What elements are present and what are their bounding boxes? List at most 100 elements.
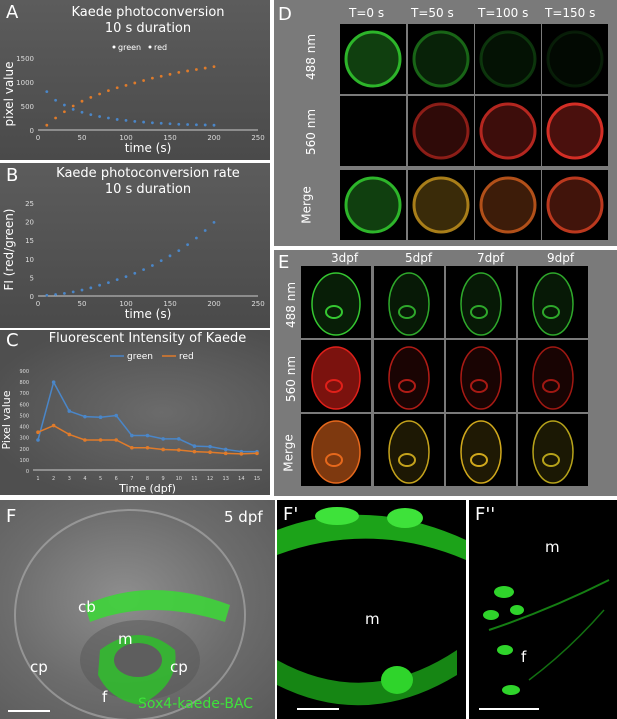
svgA-xtick-3: 150 [163, 134, 176, 142]
d-col-header-2: T=100 s [478, 6, 529, 20]
svgC-ytick-2: 200 [19, 447, 29, 453]
svgA-title-line-0: Kaede photoconversion [71, 5, 224, 20]
svgB-xtick-2: 100 [119, 300, 132, 308]
svgC-point-s1-12 [223, 451, 228, 456]
d-image-r0-c2 [475, 24, 541, 94]
svgC-xtick-14: 15 [254, 476, 260, 482]
svgA-point-s0-3 [71, 107, 75, 111]
svgB-point-s0-0 [45, 293, 49, 297]
svgA-point-s0-11 [142, 120, 146, 124]
panel-letter-f: F [6, 506, 17, 527]
svgA-legend-red: red [154, 43, 167, 52]
e-image-r1-c0 [301, 340, 371, 412]
svgA-point-s1-19 [212, 65, 216, 69]
svgC-xtick-5: 6 [115, 476, 118, 482]
svgC-point-s1-11 [208, 450, 212, 455]
svgB-xtick-5: 250 [251, 300, 264, 308]
panel-c: Fluorescent Intensity of Kaede 0 100 200 300… [0, 330, 270, 495]
panel-a: Kaede photoconversion 10 s duration 0 500 10… [0, 0, 270, 160]
svgA-point-s1-6 [98, 92, 101, 96]
svgA-point-s0-4 [80, 110, 84, 114]
svgC-xlabel: Time (dpf) [118, 482, 176, 495]
svgC-point-s1-13 [239, 452, 244, 456]
svgA-point-s1-9 [124, 83, 128, 87]
svgB-point-s0-1 [54, 293, 57, 296]
svgC-point-s1-10 [192, 449, 197, 454]
svgC-ylabel: Pixel value [0, 390, 13, 449]
e-image-r0-c3 [518, 266, 588, 338]
svgA-ytick-0: 0 [30, 127, 34, 135]
svgA-point-s1-18 [203, 66, 207, 70]
panel-letter-f2: F'' [475, 504, 496, 525]
f2-label-f: f [521, 648, 527, 666]
svgA-point-s1-15 [177, 71, 181, 74]
svgC-point-s1-14 [255, 451, 259, 456]
e-image-r0-c2 [446, 266, 516, 338]
svgC-point-s0-12 [223, 447, 228, 452]
svgA-ytick-2: 1000 [16, 79, 34, 87]
e-image-r0-c0 [301, 266, 371, 338]
e-image-r0-c1 [374, 266, 444, 338]
d-image-r2-c1 [408, 170, 474, 240]
svgC-point-s0-1 [51, 380, 56, 385]
svgA-ylabel: pixel value [2, 62, 16, 127]
svgC-point-s0-4 [98, 415, 103, 420]
svgB-point-s0-4 [80, 288, 84, 292]
panel-f: F 5 dpf cb m cp cp f Sox4-kaede-BAC [0, 500, 275, 719]
svgB-point-s0-15 [177, 249, 181, 253]
svgA-point-s0-18 [203, 123, 207, 127]
svgA-point-s0-19 [212, 123, 216, 127]
svgB-point-s0-10 [133, 271, 137, 275]
svgA-point-s0-8 [115, 118, 119, 121]
f-label-m: m [118, 630, 133, 648]
d-image-r1-c1 [408, 96, 474, 166]
svgC-point-s0-11 [208, 444, 212, 449]
svgC-point-s1-6 [130, 445, 134, 450]
svgA-point-s0-13 [159, 121, 163, 125]
svgA-point-s1-5 [89, 95, 93, 99]
svgB-point-s0-2 [63, 291, 66, 295]
svgA-point-s0-2 [63, 103, 66, 107]
svgC-legend-red: red [179, 352, 194, 362]
d-col-header-3: T=150 s [545, 6, 596, 20]
svgC-xtick-11: 12 [207, 476, 213, 482]
svgC-ytick-5: 500 [19, 413, 29, 419]
d-image-r0-c1 [408, 24, 474, 94]
d-row-label-0: 488 nm [304, 33, 319, 81]
svgA-xtick-2: 100 [119, 134, 132, 142]
d-col-header-1: T=50 s [411, 6, 454, 20]
f-label-f: f [102, 688, 108, 706]
svgA-point-s1-14 [168, 72, 172, 76]
svgC-point-s0-3 [83, 414, 87, 419]
svgB-point-s0-8 [115, 278, 119, 282]
e-col-header-0: 3dpf [331, 251, 359, 265]
d-image-r2-c0 [340, 170, 406, 240]
panel-letter-d: D [278, 4, 292, 25]
svgA-point-s0-1 [54, 98, 57, 102]
svgB-point-s0-14 [168, 254, 172, 258]
svgC-point-s1-2 [67, 432, 72, 437]
svgA-xtick-5: 250 [251, 134, 264, 142]
svgC-xtick-13: 14 [238, 476, 244, 482]
svgB-point-s0-11 [142, 268, 146, 271]
svgB-title-line-1: 10 s duration [105, 182, 191, 197]
svgA-point-s1-17 [195, 68, 198, 71]
svgB-xtick-3: 150 [163, 300, 176, 308]
svgC-xtick-2: 3 [68, 476, 71, 482]
svgA-legend-green: green [118, 43, 141, 52]
svgA-xtick-1: 50 [78, 134, 87, 142]
e-image-r1-c3 [518, 340, 588, 412]
svgB-xtick-1: 50 [78, 300, 87, 308]
d-image-r0-c3 [542, 24, 608, 94]
svgC-point-s0-2 [67, 409, 72, 413]
svgC-point-s1-1 [51, 423, 56, 428]
panel-letter-e: E [278, 252, 290, 273]
svgA-point-s0-16 [186, 123, 190, 126]
svgB-ytick-1: 5 [30, 274, 34, 282]
panel-letter-c: C [6, 330, 19, 351]
svgC-point-s0-8 [161, 437, 165, 441]
svgB-title-line-0: Kaede photoconversion rate [56, 166, 240, 181]
svgA-point-s1-16 [186, 69, 190, 73]
svgC-xtick-7: 8 [146, 476, 149, 482]
svgC-point-s1-3 [83, 438, 87, 442]
